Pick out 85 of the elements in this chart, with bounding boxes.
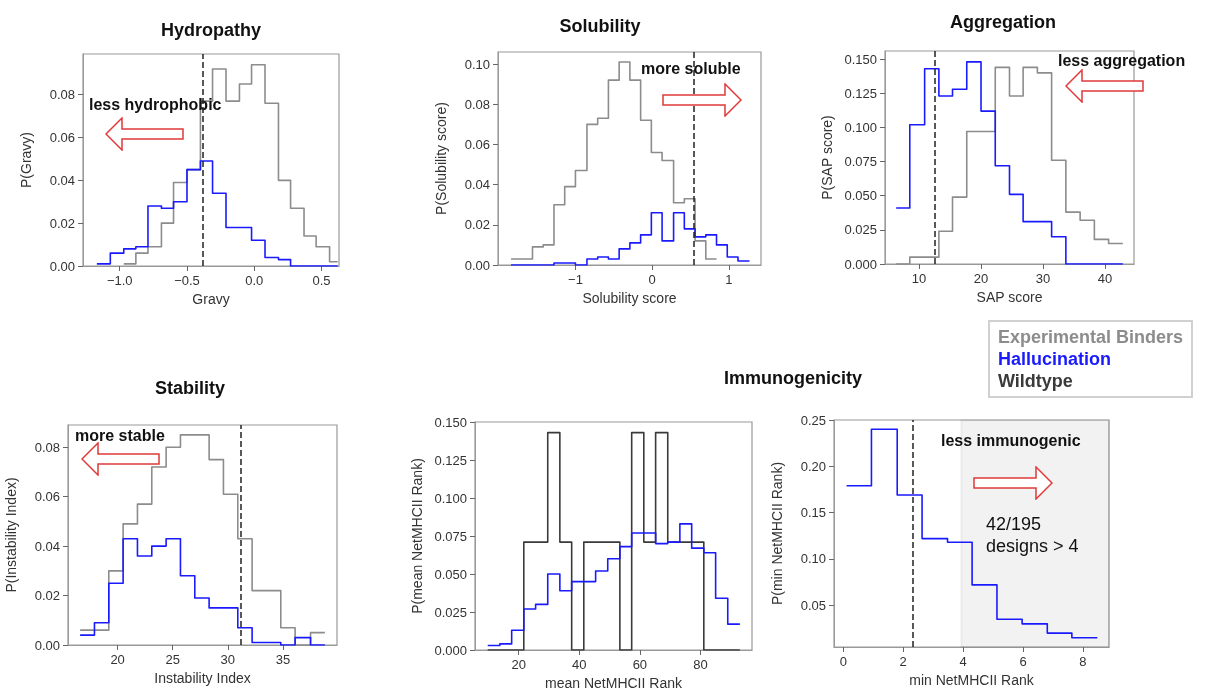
y-tick-label: 0.00	[464, 257, 490, 273]
y-tick-label: 0.125	[434, 452, 467, 468]
y-tick-label: 0.08	[34, 439, 60, 455]
x-tick-label: 40	[572, 657, 587, 672]
text: Wildtype	[998, 370, 1074, 392]
y-tick-label: 0.150	[434, 414, 467, 430]
x-tick-label: 35	[275, 652, 291, 667]
x-tick-label: 10	[911, 271, 927, 286]
y-tick-label: 0.02	[34, 588, 60, 604]
y-tick-label: 0.08	[49, 87, 75, 103]
y-tick-label: 0.000	[434, 642, 467, 658]
chart-title: Stability	[154, 378, 226, 399]
y-tick-label: 0.04	[49, 172, 75, 188]
x-axis-title: Solubility score	[582, 290, 677, 306]
text: Experimental Binders	[998, 326, 1184, 348]
y-tick-label: 0.000	[844, 256, 877, 272]
y-tick-label: 0.15	[800, 505, 826, 521]
y-tick-label: 0.08	[464, 96, 490, 112]
x-tick-label: 25	[165, 652, 180, 667]
y-axis-title: P(min NetMHCII Rank)	[769, 461, 785, 606]
y-tick-label: 0.20	[800, 458, 826, 474]
x-axis-title: Gravy	[192, 291, 230, 307]
y-axis-title: P(Gravy)	[18, 132, 34, 188]
x-tick-label: 20	[511, 657, 526, 672]
x-tick-label: 1	[725, 272, 733, 287]
x-tick-label: 20	[110, 652, 125, 667]
y-axis-title: P(Solubility score)	[433, 102, 449, 215]
y-tick-label: 0.075	[434, 528, 467, 544]
x-tick-label: −1	[568, 272, 583, 287]
y-axis-title: P(SAP score)	[818, 115, 835, 200]
annotation: more soluble	[641, 59, 741, 79]
x-tick-label: 0.5	[312, 273, 331, 288]
y-tick-label: 0.100	[844, 119, 877, 135]
y-tick-label: 0.02	[464, 217, 490, 233]
annotation: 42/195 designs > 4	[986, 513, 1079, 557]
x-tick-label: 0	[839, 654, 847, 669]
y-tick-label: 0.06	[464, 136, 490, 152]
text: Immunogenicity	[723, 368, 863, 389]
text: Hallucination	[998, 348, 1112, 370]
y-axis-title: P(Instability Index)	[3, 477, 19, 593]
x-tick-label: 40	[1097, 271, 1113, 286]
annotation: less immunogenic	[941, 431, 1081, 451]
y-tick-label: 0.025	[434, 604, 467, 620]
x-tick-label: 8	[1079, 654, 1087, 669]
y-tick-label: 0.150	[844, 51, 877, 67]
y-tick-label: 0.050	[434, 566, 467, 582]
chart-title: Aggregation	[949, 12, 1057, 33]
y-tick-label: 0.00	[34, 637, 60, 653]
x-tick-label: −0.5	[174, 273, 200, 288]
chart-title: Solubility	[558, 16, 642, 37]
y-tick-label: 0.04	[464, 177, 490, 193]
y-tick-label: 0.02	[49, 215, 75, 231]
x-tick-label: 30	[220, 652, 236, 667]
x-tick-label: 30	[1035, 271, 1051, 286]
x-tick-label: 0.0	[245, 273, 264, 288]
y-tick-label: 0.10	[800, 551, 826, 567]
x-axis-title: Instability Index	[154, 670, 251, 686]
annotation: less aggregation	[1058, 51, 1186, 71]
y-tick-label: 0.25	[800, 412, 826, 428]
y-tick-label: 0.100	[434, 490, 467, 506]
y-tick-label: 0.05	[800, 597, 826, 613]
y-tick-label: 0.04	[34, 538, 60, 554]
y-tick-label: 0.075	[844, 154, 877, 170]
y-tick-label: 0.025	[844, 222, 877, 238]
y-tick-label: 0.06	[34, 489, 60, 505]
x-tick-label: 4	[959, 654, 967, 669]
y-tick-label: 0.10	[464, 56, 490, 72]
annotation: more stable	[75, 426, 165, 446]
x-axis-title: mean NetMHCII Rank	[545, 675, 683, 691]
y-axis-title: P(mean NetMHCII Rank)	[408, 458, 425, 614]
chart-title: Hydropathy	[160, 20, 262, 41]
x-tick-label: 0	[648, 272, 656, 287]
x-tick-label: 6	[1019, 654, 1027, 669]
x-tick-label: 2	[899, 654, 907, 669]
y-tick-label: 0.125	[844, 85, 877, 101]
x-axis-title: SAP score	[976, 289, 1043, 305]
y-tick-label: 0.00	[49, 258, 75, 274]
y-tick-label: 0.050	[844, 188, 877, 204]
x-tick-label: 60	[632, 657, 648, 672]
x-tick-label: 20	[973, 271, 989, 286]
x-tick-label: 80	[693, 657, 708, 672]
annotation: less hydrophobic	[89, 95, 222, 115]
y-tick-label: 0.06	[49, 130, 75, 146]
x-tick-label: −1.0	[106, 273, 133, 288]
x-axis-title: min NetMHCII Rank	[909, 672, 1035, 688]
